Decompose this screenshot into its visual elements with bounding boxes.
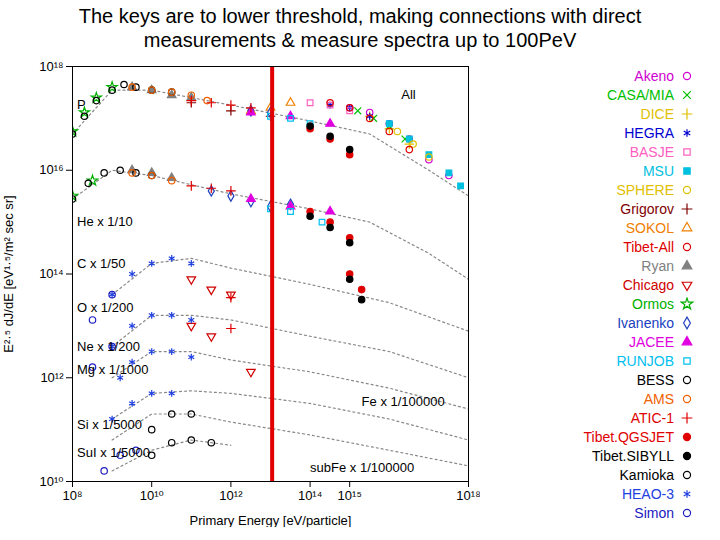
svg-text:C x 1/50: C x 1/50 [77,256,125,271]
svg-text:Mg x 1/1000: Mg x 1/1000 [77,362,149,377]
svg-text:10¹⁴: 10¹⁴ [298,488,322,503]
html-text:BASJE: BASJE [629,143,674,160]
svg-text:10¹²: 10¹² [219,488,243,503]
html-text:Ormos: Ormos [632,295,674,312]
html-text:HEGRA: HEGRA [624,124,674,141]
html-text:Tibet.SIBYLL: Tibet.SIBYLL [592,447,674,464]
html-text:Grigorov: Grigorov [620,200,674,217]
html-text:The keys are to lower threshol: The keys are to lower threshold, making … [78,5,642,51]
svg-text:10¹⁰: 10¹⁰ [39,474,63,489]
svg-text:subFe x 1/100000: subFe x 1/100000 [310,460,414,475]
html-text:SOKOL: SOKOL [625,219,674,236]
svg-text:He x 1/10: He x 1/10 [77,214,133,229]
html-text:RUNJOB: RUNJOB [616,352,674,369]
html-text:MSU: MSU [642,162,674,179]
svg-text:P: P [77,97,86,112]
html-text:Kamioka: Kamioka [619,466,674,483]
svg-text:10¹⁵: 10¹⁵ [338,488,362,503]
html-text:CASA/MIA: CASA/MIA [607,86,674,103]
html-text:Tibet-All: Tibet-All [623,238,674,255]
svg-text:O x 1/200: O x 1/200 [77,300,133,315]
html-text:DICE: DICE [640,105,674,122]
html-text:AMS: AMS [643,390,674,407]
svg-text:10¹⁸: 10¹⁸ [39,59,63,74]
svg-text:10¹²: 10¹² [40,370,64,385]
html-text:JACEE: JACEE [628,333,674,350]
svg-text:All: All [401,87,416,102]
html-text:SPHERE: SPHERE [616,181,674,198]
svg-text:10¹⁶: 10¹⁶ [39,162,63,177]
html-text:Akeno: Akeno [634,67,674,84]
svg-text:SuI x 1/5000: SuI x 1/5000 [77,445,150,460]
svg-text:10⁸: 10⁸ [63,488,83,503]
svg-text:Ne x 1/200: Ne x 1/200 [77,339,140,354]
html-text:HEAO-3: HEAO-3 [621,485,674,502]
html-text:BESS: BESS [636,371,674,388]
svg-text:Primary Energy [eV/particle]: Primary Energy [eV/particle] [190,513,352,528]
html-text:Tibet.QGSJET: Tibet.QGSJET [583,428,674,445]
html-text:Simon: Simon [634,504,674,521]
svg-text:10¹⁰: 10¹⁰ [140,488,164,503]
svg-text:10¹⁴: 10¹⁴ [39,266,63,281]
html-text:Chicago: Chicago [622,276,674,293]
svg-text:10¹⁸: 10¹⁸ [456,488,480,503]
html-text:Ryan: Ryan [641,257,674,274]
html-text:ATIC-1: ATIC-1 [630,409,674,426]
svg-text:E²·⁵ dJ/dE [eV¹·⁵/m² sec sr]: E²·⁵ dJ/dE [eV¹·⁵/m² sec sr] [1,195,16,352]
svg-text:Fe x 1/100000: Fe x 1/100000 [362,394,445,409]
svg-text:Si x 1/5000: Si x 1/5000 [77,417,142,432]
html-text:Ivanenko: Ivanenko [617,314,674,331]
